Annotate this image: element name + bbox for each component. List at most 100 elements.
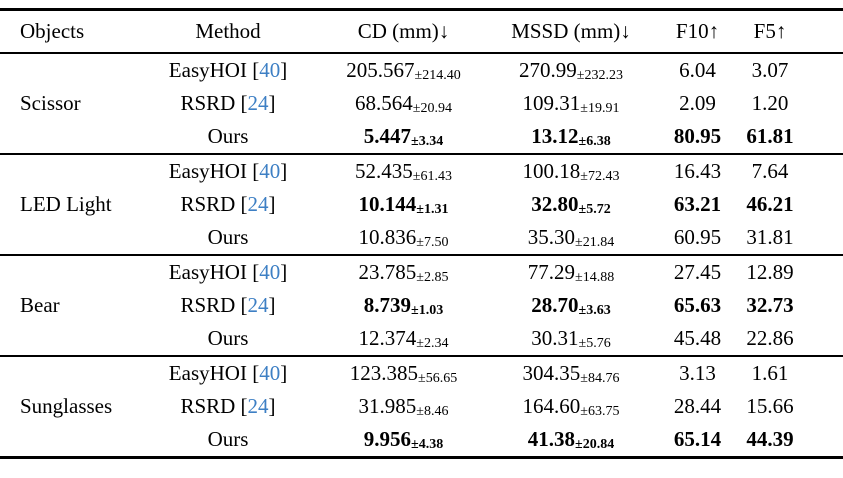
- cd-value-cell: 205.567±214.40: [326, 53, 481, 87]
- table-row: RSRD [24] 10.144±1.31 32.80±5.72 63.21 46.21: [0, 188, 843, 221]
- cd-std: ±8.46: [416, 403, 449, 419]
- f5-value-cell: 1.20: [751, 91, 789, 115]
- cd-std: ±214.40: [414, 67, 461, 83]
- table-row: LED Light EasyHOI [40] 52.435±61.43 100.18±…: [0, 154, 843, 256]
- table-header: Objects Method CD (mm)↓ MSSD (mm)↓ F10↑ …: [0, 9, 843, 54]
- method-cell: RSRD [24]: [130, 390, 326, 423]
- citation-link[interactable]: 24: [247, 91, 269, 115]
- mssd-std: ±21.84: [575, 234, 615, 250]
- mssd-value: 304.35: [522, 360, 581, 385]
- f10-value-cell: 6.04: [679, 58, 716, 82]
- object-cell: LED Light: [0, 154, 130, 256]
- mssd-value-cell: 164.60±63.75: [481, 390, 661, 423]
- mssd-value-cell: 32.80±5.72: [481, 188, 661, 221]
- f10-value-cell: 65.14: [673, 427, 722, 451]
- method-name: EasyHOI: [168, 361, 247, 385]
- cd-value-cell: 23.785±2.85: [326, 255, 481, 289]
- method-name: RSRD: [180, 91, 236, 115]
- mssd-value: 30.31: [531, 325, 579, 350]
- citation-link[interactable]: 40: [259, 260, 281, 284]
- results-table: Objects Method CD (mm)↓ MSSD (mm)↓ F10↑ …: [0, 8, 843, 459]
- citation-link[interactable]: 40: [259, 361, 281, 385]
- method-cell: EasyHOI [40]: [130, 356, 326, 390]
- mssd-value: 77.29: [527, 259, 576, 284]
- f10-value-cell: 65.63: [673, 293, 722, 317]
- cd-std: ±1.03: [411, 302, 444, 318]
- method-cell: EasyHOI [40]: [130, 154, 326, 188]
- cd-value: 9.956: [363, 426, 412, 451]
- table-row: Ours 9.956±4.38 41.38±20.84 65.14 44.39: [0, 423, 843, 458]
- mssd-value-cell: 77.29±14.88: [481, 255, 661, 289]
- mssd-std: ±72.43: [580, 168, 620, 184]
- f10-value-cell: 60.95: [661, 221, 734, 256]
- mssd-std: ±20.84: [575, 436, 615, 452]
- header-objects: Objects: [0, 9, 130, 54]
- method-name: RSRD: [180, 293, 236, 317]
- cd-value: 52.435: [355, 158, 413, 183]
- f5-value-cell: 44.39: [746, 427, 794, 451]
- method-cell: RSRD [24]: [130, 87, 326, 120]
- cd-std: ±3.34: [411, 133, 444, 149]
- method-name: EasyHOI: [168, 260, 247, 284]
- cd-value-cell: 5.447±3.34: [326, 120, 481, 155]
- f5-value-cell: 32.73: [746, 293, 794, 317]
- mssd-std: ±5.76: [578, 335, 611, 351]
- cd-std: ±1.31: [416, 201, 449, 217]
- cd-value-cell: 52.435±61.43: [326, 154, 481, 188]
- cd-std: ±7.50: [416, 234, 449, 250]
- table-row: RSRD [24] 8.739±1.03 28.70±3.63 65.63 32.73: [0, 289, 843, 322]
- citation-bracket-close: ]: [268, 91, 276, 115]
- citation-link[interactable]: 24: [247, 293, 269, 317]
- mssd-value: 35.30: [527, 224, 576, 249]
- mssd-std: ±19.91: [580, 100, 620, 116]
- citation-bracket-close: ]: [280, 361, 288, 385]
- mssd-value: 164.60: [522, 393, 581, 418]
- f10-value-cell: 16.43: [673, 159, 722, 183]
- cd-std: ±2.85: [416, 269, 449, 285]
- cd-value: 5.447: [363, 123, 412, 148]
- method-cell: EasyHOI [40]: [130, 53, 326, 87]
- mssd-std: ±84.76: [580, 370, 620, 386]
- mssd-value: 109.31: [522, 90, 581, 115]
- header-row: Objects Method CD (mm)↓ MSSD (mm)↓ F10↑ …: [0, 9, 843, 54]
- header-f5: F5↑: [734, 9, 843, 54]
- method-cell: RSRD [24]: [130, 289, 326, 322]
- f5-value-cell: 3.07: [751, 58, 789, 82]
- citation-link[interactable]: 40: [259, 159, 281, 183]
- method-cell: RSRD [24]: [130, 188, 326, 221]
- f10-value-cell: 63.21: [673, 192, 722, 216]
- citation-bracket-close: ]: [280, 260, 288, 284]
- header-method: Method: [130, 9, 326, 54]
- f10-value-cell: 27.45: [673, 260, 722, 284]
- table-row: Ours 12.374±2.34 30.31±5.76 45.48 22.86: [0, 322, 843, 357]
- mssd-value-cell: 28.70±3.63: [481, 289, 661, 322]
- cd-value-cell: 68.564±20.94: [326, 87, 481, 120]
- cd-value: 68.564: [355, 90, 413, 115]
- mssd-value-cell: 13.12±6.38: [481, 120, 661, 155]
- citation-bracket-open: [: [246, 58, 260, 82]
- citation-link[interactable]: 40: [259, 58, 281, 82]
- f10-value-cell: 28.44: [673, 394, 722, 418]
- method-name: Ours: [207, 225, 249, 249]
- citation-bracket-open: [: [246, 260, 260, 284]
- header-cd: CD (mm)↓: [326, 9, 481, 54]
- mssd-value: 41.38: [527, 426, 576, 451]
- cd-value: 8.739: [363, 292, 412, 317]
- cd-value: 10.836: [358, 224, 417, 249]
- mssd-value: 32.80: [531, 191, 579, 216]
- method-name: Ours: [207, 427, 249, 451]
- citation-bracket-close: ]: [268, 293, 276, 317]
- cd-std: ±2.34: [416, 335, 449, 351]
- f10-value-cell: 3.13: [679, 361, 716, 385]
- f5-value-cell: 46.21: [746, 192, 794, 216]
- cd-value-cell: 10.144±1.31: [326, 188, 481, 221]
- table-body: Scissor EasyHOI [40] 205.567±214.40 270.99±…: [0, 53, 843, 458]
- cd-value: 12.374: [358, 325, 417, 350]
- method-name: Ours: [207, 124, 249, 148]
- citation-link[interactable]: 24: [247, 192, 269, 216]
- method-cell: EasyHOI [40]: [130, 255, 326, 289]
- object-cell: Bear: [0, 255, 130, 357]
- citation-link[interactable]: 24: [247, 394, 269, 418]
- mssd-std: ±63.75: [580, 403, 620, 419]
- mssd-value-cell: 109.31±19.91: [481, 87, 661, 120]
